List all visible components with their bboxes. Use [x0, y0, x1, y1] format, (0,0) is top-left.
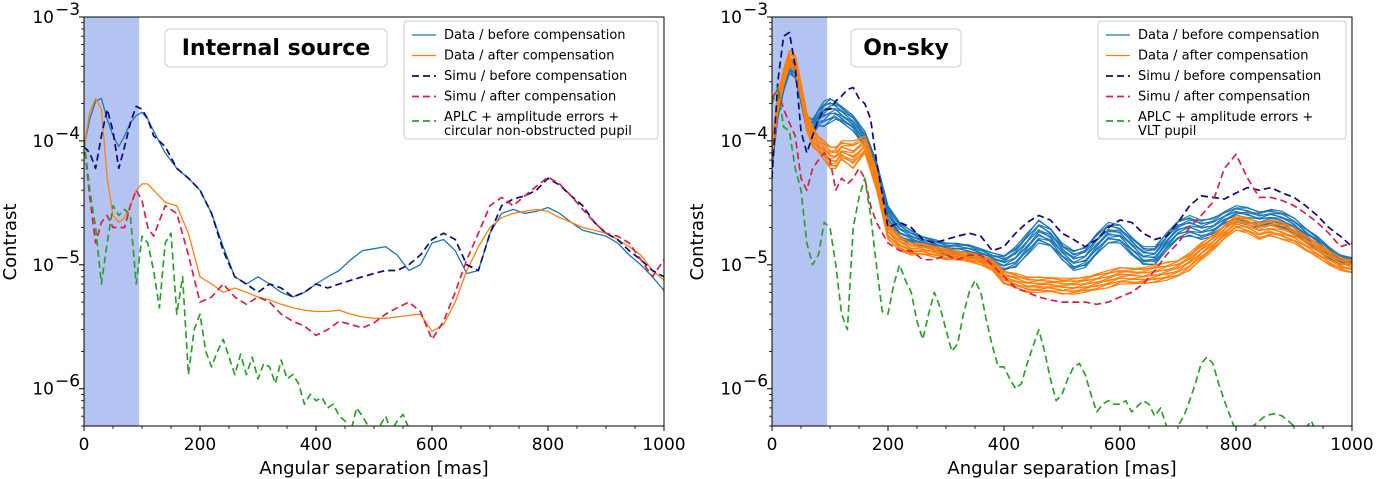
x-tick-label: 400 [300, 435, 332, 455]
legend-label: APLC + amplitude errors + [444, 110, 619, 125]
y-tick-exponent: −6 [743, 372, 768, 392]
legend-label: Simu / after compensation [444, 90, 616, 105]
series-line [84, 105, 664, 298]
series-line [84, 97, 664, 298]
series-line [772, 59, 1352, 291]
series-line [772, 88, 1352, 306]
x-tick-label: 800 [532, 435, 564, 455]
x-tick-label: 600 [1104, 435, 1136, 455]
legend-label: VLT pupil [1138, 124, 1196, 139]
legend-box [403, 20, 659, 140]
series-band [772, 49, 1352, 295]
x-tick-label: 0 [79, 435, 90, 455]
x-tick-label: 1000 [642, 435, 685, 455]
series-line [772, 31, 1352, 252]
series-line [772, 62, 1352, 293]
y-tick-label: 10 [720, 132, 742, 152]
series-line [772, 69, 1352, 268]
y-tick-label: 10 [32, 8, 54, 28]
series-line [84, 140, 409, 426]
series-line [772, 63, 1352, 295]
panel-title: On-sky [863, 36, 949, 61]
x-tick-label: 200 [872, 435, 904, 455]
series-line [772, 53, 1352, 285]
series-line [772, 55, 1352, 259]
y-tick-exponent: −6 [55, 372, 80, 392]
x-tick-label: 1000 [1330, 435, 1373, 455]
series-line [84, 97, 664, 333]
legend-label: Simu / after compensation [1138, 90, 1310, 105]
title-box [850, 28, 962, 68]
y-axis-label: Contrast [0, 204, 21, 281]
series-line [772, 49, 1352, 282]
x-tick-label: 400 [988, 435, 1020, 455]
series-line [84, 140, 664, 341]
x-axis-label: Angular separation [mas] [259, 458, 488, 479]
series-line [772, 56, 1352, 259]
y-tick-label: 10 [32, 380, 54, 400]
series-line [772, 53, 1352, 283]
x-tick-label: 200 [184, 435, 216, 455]
legend-box [1097, 20, 1347, 140]
x-tick-label: 800 [1220, 435, 1252, 455]
y-tick-exponent: −5 [743, 248, 768, 268]
panel-title: Internal source [182, 36, 371, 61]
y-tick-label: 10 [720, 380, 742, 400]
y-tick-exponent: −3 [743, 0, 768, 20]
y-axis-label: Contrast [687, 204, 708, 281]
x-axis-label: Angular separation [mas] [947, 458, 1176, 479]
y-tick-exponent: −5 [55, 248, 80, 268]
legend-label: Simu / before compensation [1138, 69, 1321, 84]
series-line [772, 59, 1352, 259]
x-tick-label: 0 [767, 435, 778, 455]
x-tick-label: 600 [416, 435, 448, 455]
legend-label: Data / after compensation [1138, 49, 1308, 64]
y-tick-label: 10 [32, 132, 54, 152]
series-line [772, 86, 1315, 426]
legend-label: Data / before compensation [444, 28, 626, 43]
legend-label: circular non-obstructed pupil [444, 124, 632, 139]
y-tick-exponent: −3 [55, 0, 80, 20]
y-tick-label: 10 [720, 256, 742, 276]
series-band [772, 55, 1352, 272]
legend: Data / before compensation Data / after c… [403, 20, 659, 140]
legend-label: Data / before compensation [1138, 28, 1320, 43]
legend: Data / before compensation Data / after c… [1097, 20, 1347, 140]
y-tick-exponent: −4 [743, 124, 768, 144]
legend-label: Simu / before compensation [444, 69, 627, 84]
legend-label: APLC + amplitude errors + [1138, 110, 1313, 125]
y-tick-label: 10 [32, 256, 54, 276]
y-tick-label: 10 [720, 8, 742, 28]
legend-label: Data / after compensation [444, 49, 614, 64]
title-box [164, 28, 388, 68]
y-tick-exponent: −4 [55, 124, 80, 144]
series-line [772, 50, 1352, 279]
